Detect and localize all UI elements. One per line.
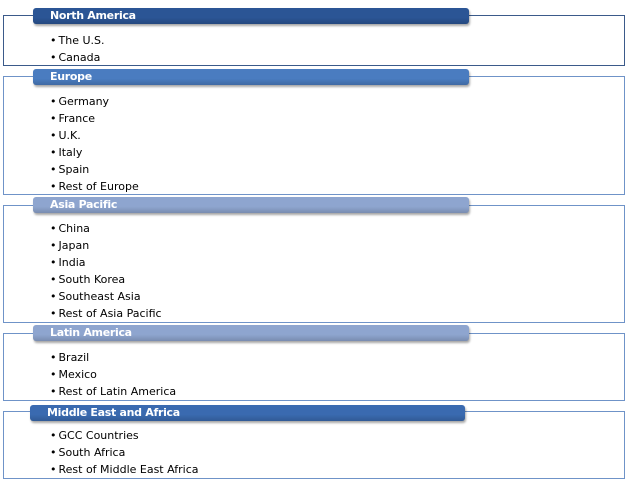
region-list: The U.S.Canada [50, 32, 105, 66]
region-header: Middle East and Africa [30, 405, 465, 421]
country-item: Italy [50, 144, 139, 161]
country-item: Rest of Asia Pacific [50, 305, 162, 322]
country-item: Rest of Europe [50, 178, 139, 195]
country-item: China [50, 220, 162, 237]
region-list: ChinaJapanIndiaSouth KoreaSoutheast Asia… [50, 220, 162, 322]
region-header: Asia Pacific [33, 197, 469, 213]
country-item: India [50, 254, 162, 271]
country-item: Rest of Latin America [50, 383, 177, 400]
country-item: Germany [50, 93, 139, 110]
country-item: South Africa [50, 444, 199, 461]
country-item: Southeast Asia [50, 288, 162, 305]
country-item: Brazil [50, 349, 176, 366]
country-item: Rest of Middle East Africa [50, 461, 199, 478]
country-item: Mexico [50, 366, 176, 383]
country-item: France [50, 110, 139, 127]
region-list: GCC CountriesSouth AfricaRest of Middle … [50, 427, 199, 478]
region-header: Latin America [33, 325, 469, 341]
country-item: The U.S. [50, 32, 105, 49]
region-header: Europe [33, 69, 469, 85]
country-item: Spain [50, 161, 139, 178]
country-item: U.K. [50, 127, 139, 144]
country-item: GCC Countries [50, 427, 199, 444]
country-item: Japan [50, 237, 162, 254]
country-item: Canada [50, 49, 104, 66]
region-list: GermanyFranceU.K.ItalySpainRest of Europ… [50, 93, 139, 195]
region-list: BrazilMexicoRest of Latin America [50, 349, 177, 400]
region-header: North America [33, 8, 469, 24]
country-item: South Korea [50, 271, 162, 288]
